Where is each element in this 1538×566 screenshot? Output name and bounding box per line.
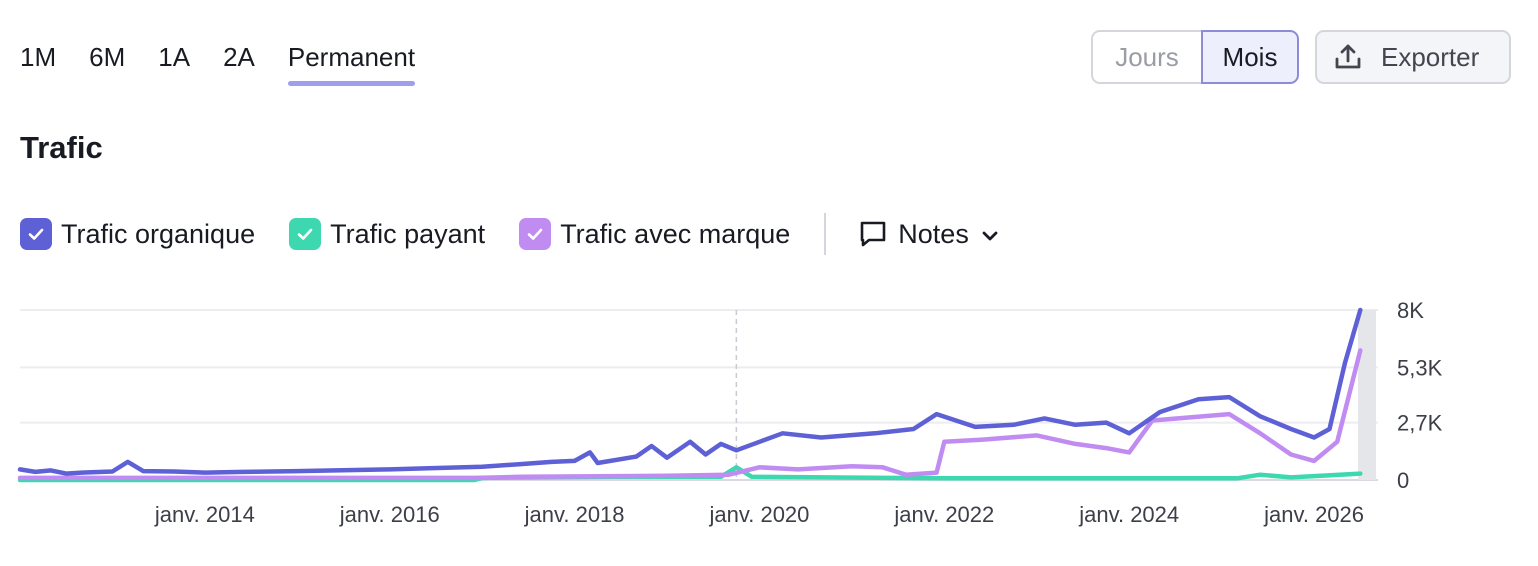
legend-item-organic[interactable]: Trafic organique (20, 218, 255, 250)
period-tab-1a[interactable]: 1A (158, 42, 191, 72)
legend-checkbox-branded[interactable] (519, 218, 552, 250)
y-tick-label: 2,7K (1397, 411, 1443, 436)
legend-label-paid: Trafic payant (330, 218, 486, 249)
traffic-chart: 0 2,7K 5,3K 8K janv. 2014 janv. 2016 janv. 201… (17, 298, 1443, 527)
x-tick-label: janv. 2014 (154, 502, 255, 527)
granularity-months-button[interactable]: Mois (1201, 30, 1299, 84)
chart-legend: Trafic organique Trafic payant Trafic av… (20, 212, 1001, 256)
chart-series (17, 307, 1363, 483)
legend-item-branded[interactable]: Trafic avec marque (519, 218, 790, 250)
y-tick-label: 8K (1397, 298, 1424, 323)
notes-label: Notes (898, 218, 969, 249)
y-tick-label: 0 (1397, 468, 1409, 493)
export-button[interactable]: Exporter (1315, 30, 1511, 84)
legend-item-paid[interactable]: Trafic payant (289, 218, 485, 250)
legend-checkbox-paid[interactable] (289, 218, 322, 250)
granularity-days-button[interactable]: Jours (1091, 30, 1201, 84)
comment-icon (860, 221, 886, 247)
chart-grid (20, 309, 1378, 481)
series-line-organic (17, 307, 1363, 476)
check-icon (28, 228, 44, 240)
current-period-band (1358, 310, 1376, 480)
export-label: Exporter (1381, 41, 1480, 72)
x-tick-label: janv. 2018 (524, 502, 625, 527)
legend-divider (824, 213, 827, 255)
section-title: Trafic (20, 130, 103, 165)
x-tick-label: janv. 2020 (709, 502, 810, 527)
period-tab-1m[interactable]: 1M (20, 42, 57, 72)
x-tick-label: janv. 2026 (1263, 502, 1364, 527)
granularity-toggle: Jours Mois (1091, 30, 1299, 84)
upload-icon (1335, 44, 1361, 69)
x-tick-label: janv. 2024 (1078, 502, 1179, 527)
legend-label-branded: Trafic avec marque (560, 218, 791, 249)
period-tab-permanent[interactable]: Permanent (287, 36, 416, 88)
period-tab-2a[interactable]: 2A (223, 42, 255, 72)
check-icon (527, 228, 543, 240)
chevron-down-icon (982, 231, 998, 241)
legend-checkbox-organic[interactable] (20, 218, 52, 250)
x-tick-label: janv. 2022 (893, 502, 994, 527)
period-tabs: 1M 6M 1A 2A Permanent (20, 36, 448, 92)
notes-dropdown[interactable]: Notes (858, 219, 1001, 250)
check-icon (297, 228, 313, 240)
legend-label-organic: Trafic organique (61, 218, 256, 249)
series-line-branded (17, 348, 1363, 481)
x-tick-label: janv. 2016 (339, 502, 440, 527)
period-tab-6m[interactable]: 6M (89, 42, 126, 72)
chart-axes: 0 2,7K 5,3K 8K janv. 2014 janv. 2016 janv. 201… (154, 298, 1443, 527)
y-tick-label: 5,3K (1397, 355, 1443, 380)
